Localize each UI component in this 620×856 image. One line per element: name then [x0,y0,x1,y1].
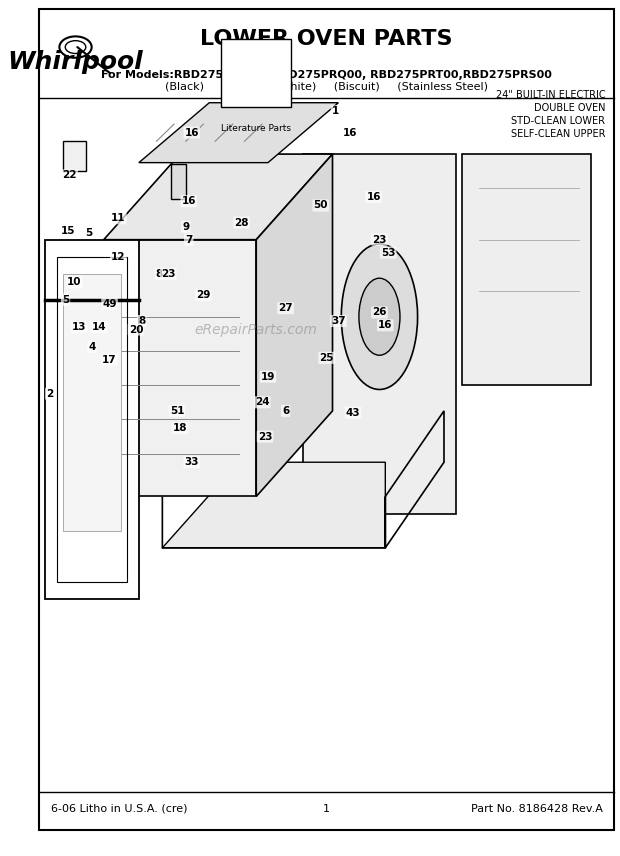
Text: 12: 12 [111,252,126,262]
Text: 33: 33 [184,457,199,467]
Ellipse shape [60,37,92,58]
Bar [221,39,291,107]
Polygon shape [45,240,139,599]
Text: 17: 17 [102,354,117,365]
Text: 19: 19 [261,372,275,382]
Text: 6: 6 [282,406,289,416]
Text: 18: 18 [173,423,187,433]
Text: Literature Parts: Literature Parts [221,124,291,134]
Text: 43: 43 [346,407,360,418]
Text: 20: 20 [129,324,143,335]
Polygon shape [256,154,332,496]
Text: 51: 51 [170,406,184,416]
Ellipse shape [65,41,86,54]
Text: 16: 16 [378,320,392,330]
Bar [63,141,86,171]
Bar [171,164,186,199]
Text: 49: 49 [102,299,117,309]
Text: eRepairParts.com: eRepairParts.com [195,323,317,336]
Text: 16: 16 [182,196,196,206]
Text: 23: 23 [258,431,272,442]
Text: 28: 28 [234,217,249,228]
Polygon shape [63,274,122,531]
Text: 16: 16 [366,192,381,202]
Ellipse shape [359,278,400,355]
Text: Part No. 8186428 Rev.A: Part No. 8186428 Rev.A [471,804,603,814]
Ellipse shape [341,244,418,389]
Text: (Black)     (Designer White)     (Biscuit)     (Stainless Steel): (Black) (Designer White) (Biscuit) (Stai… [165,82,488,92]
Text: For Models:RBD275PRB00, RBD275PRQ00, RBD275PRT00,RBD275PRS00: For Models:RBD275PRB00, RBD275PRQ00, RBD… [101,70,552,80]
Polygon shape [303,154,456,514]
Text: 10: 10 [67,277,82,288]
Text: 23: 23 [372,235,387,245]
Text: 24" BUILT-IN ELECTRIC
DOUBLE OVEN
STD-CLEAN LOWER
SELF-CLEAN UPPER: 24" BUILT-IN ELECTRIC DOUBLE OVEN STD-CL… [496,90,605,140]
Text: 16: 16 [343,128,357,138]
Polygon shape [104,154,332,240]
Text: 25: 25 [319,353,334,363]
Text: 11: 11 [111,213,126,223]
Text: 29: 29 [197,290,211,300]
Polygon shape [104,240,256,496]
Text: 50: 50 [314,200,328,211]
Text: 37: 37 [331,316,346,326]
Text: 8: 8 [156,269,163,279]
Text: 4: 4 [88,342,95,352]
Text: 5: 5 [86,228,92,238]
Text: 6-06 Litho in U.S.A. (cre): 6-06 Litho in U.S.A. (cre) [51,804,187,814]
Text: 23: 23 [161,269,175,279]
Text: 27: 27 [278,303,293,313]
Text: 13: 13 [72,322,86,332]
Text: 2: 2 [46,389,53,399]
Text: 1: 1 [323,804,330,814]
Polygon shape [162,462,385,548]
Text: 14: 14 [92,322,106,332]
Polygon shape [139,103,339,163]
Text: 15: 15 [61,226,76,236]
Text: 16: 16 [184,128,199,138]
Text: 26: 26 [372,307,387,318]
Text: 8: 8 [138,316,146,326]
Text: 9: 9 [182,222,189,232]
Text: 5: 5 [62,294,69,305]
Text: 53: 53 [381,247,396,258]
Text: 1: 1 [332,106,339,116]
Text: 7: 7 [185,235,192,245]
Text: LOWER OVEN PARTS: LOWER OVEN PARTS [200,28,453,49]
Text: 22: 22 [63,170,77,181]
Text: 24: 24 [255,397,270,407]
Polygon shape [461,154,591,385]
Text: Whirlpool: Whirlpool [7,50,143,74]
